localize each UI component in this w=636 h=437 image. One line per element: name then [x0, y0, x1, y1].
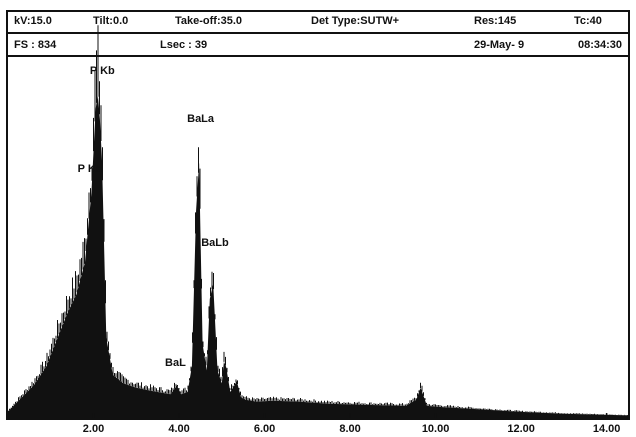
- spectrum-frame: [6, 10, 630, 420]
- x-tick-label: 8.00: [339, 423, 361, 435]
- peak-label: BaL: [165, 357, 186, 369]
- peak-label: BaLa: [187, 113, 215, 125]
- header-divider-1: [6, 32, 630, 34]
- peak-label: P Ka: [77, 163, 102, 175]
- full-scale-readout: FS : 834: [14, 39, 57, 51]
- x-tick-label: 4.00: [168, 423, 190, 435]
- date-readout: 29-May- 9: [474, 39, 525, 51]
- x-axis-ticks: [92, 413, 608, 418]
- tilt-readout: Tilt:0.0: [93, 15, 129, 27]
- tc-readout: Tc:40: [574, 15, 602, 27]
- peak-label: P Kb: [89, 65, 115, 77]
- x-tick-label: 6.00: [253, 423, 276, 435]
- detector-type-readout: Det Type:SUTW+: [311, 15, 400, 27]
- spectrum-area: [8, 94, 628, 418]
- peak-label: BaLb: [201, 237, 229, 249]
- x-tick-label: 10.00: [421, 423, 450, 435]
- x-tick-label: 14.00: [592, 423, 621, 435]
- spectrum-noise: [7, 25, 628, 416]
- header-divider-2: [6, 55, 630, 57]
- live-seconds-readout: Lsec : 39: [160, 39, 208, 51]
- x-tick-label: 12.00: [507, 423, 535, 435]
- resolution-readout: Res:145: [474, 15, 517, 27]
- takeoff-readout: Take-off:35.0: [175, 15, 243, 27]
- x-tick-label: 2.00: [82, 423, 105, 435]
- time-readout: 08:34:30: [578, 39, 623, 51]
- kv-readout: kV:15.0: [14, 15, 52, 27]
